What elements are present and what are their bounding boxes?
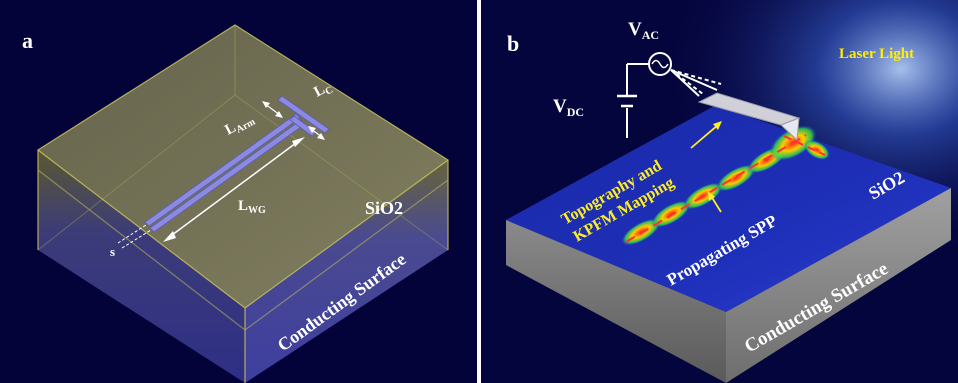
circuit-wires [626,63,722,138]
panel-b: b VAC VDC Laser Light Topography and KPF… [481,0,958,383]
spp-field [621,125,830,246]
s-label: s [110,244,115,259]
panel-b-diagram: b VAC VDC Laser Light Topography and KPF… [481,0,958,383]
waveguide [144,95,330,233]
panel-a: a LArm LC LWG s SiO2 Conducting Surface [0,0,477,383]
gap-lines [117,224,152,249]
ac-source-icon [648,52,672,76]
slab-left-face [506,220,726,383]
lwg-label: LWG [238,198,266,216]
afm-cantilever [697,92,801,142]
lwg-arrow [163,137,305,242]
sio2-inner-edges [37,94,449,251]
sio2-right-face [245,160,448,383]
slab-top-face [506,105,951,312]
sio2-box-edges [36,24,450,383]
vdc-label: VDC [553,96,584,119]
laser-label: Laser Light [839,46,914,62]
annotation-arrows [690,121,722,213]
larm-arrow [262,101,283,118]
panel-a-diagram: a LArm LC LWG s SiO2 Conducting Surface [22,24,450,383]
panel-b-letter: b [507,31,519,56]
panel-a-letter: a [22,28,33,53]
panel-divider [477,0,481,383]
battery-icon [617,94,637,108]
lc-arrow [308,126,325,140]
vac-label: VAC [628,19,659,42]
slab-right-face [726,188,951,383]
sio2-left-face [38,150,245,383]
panel-a-sio2-label: SiO2 [365,198,403,218]
